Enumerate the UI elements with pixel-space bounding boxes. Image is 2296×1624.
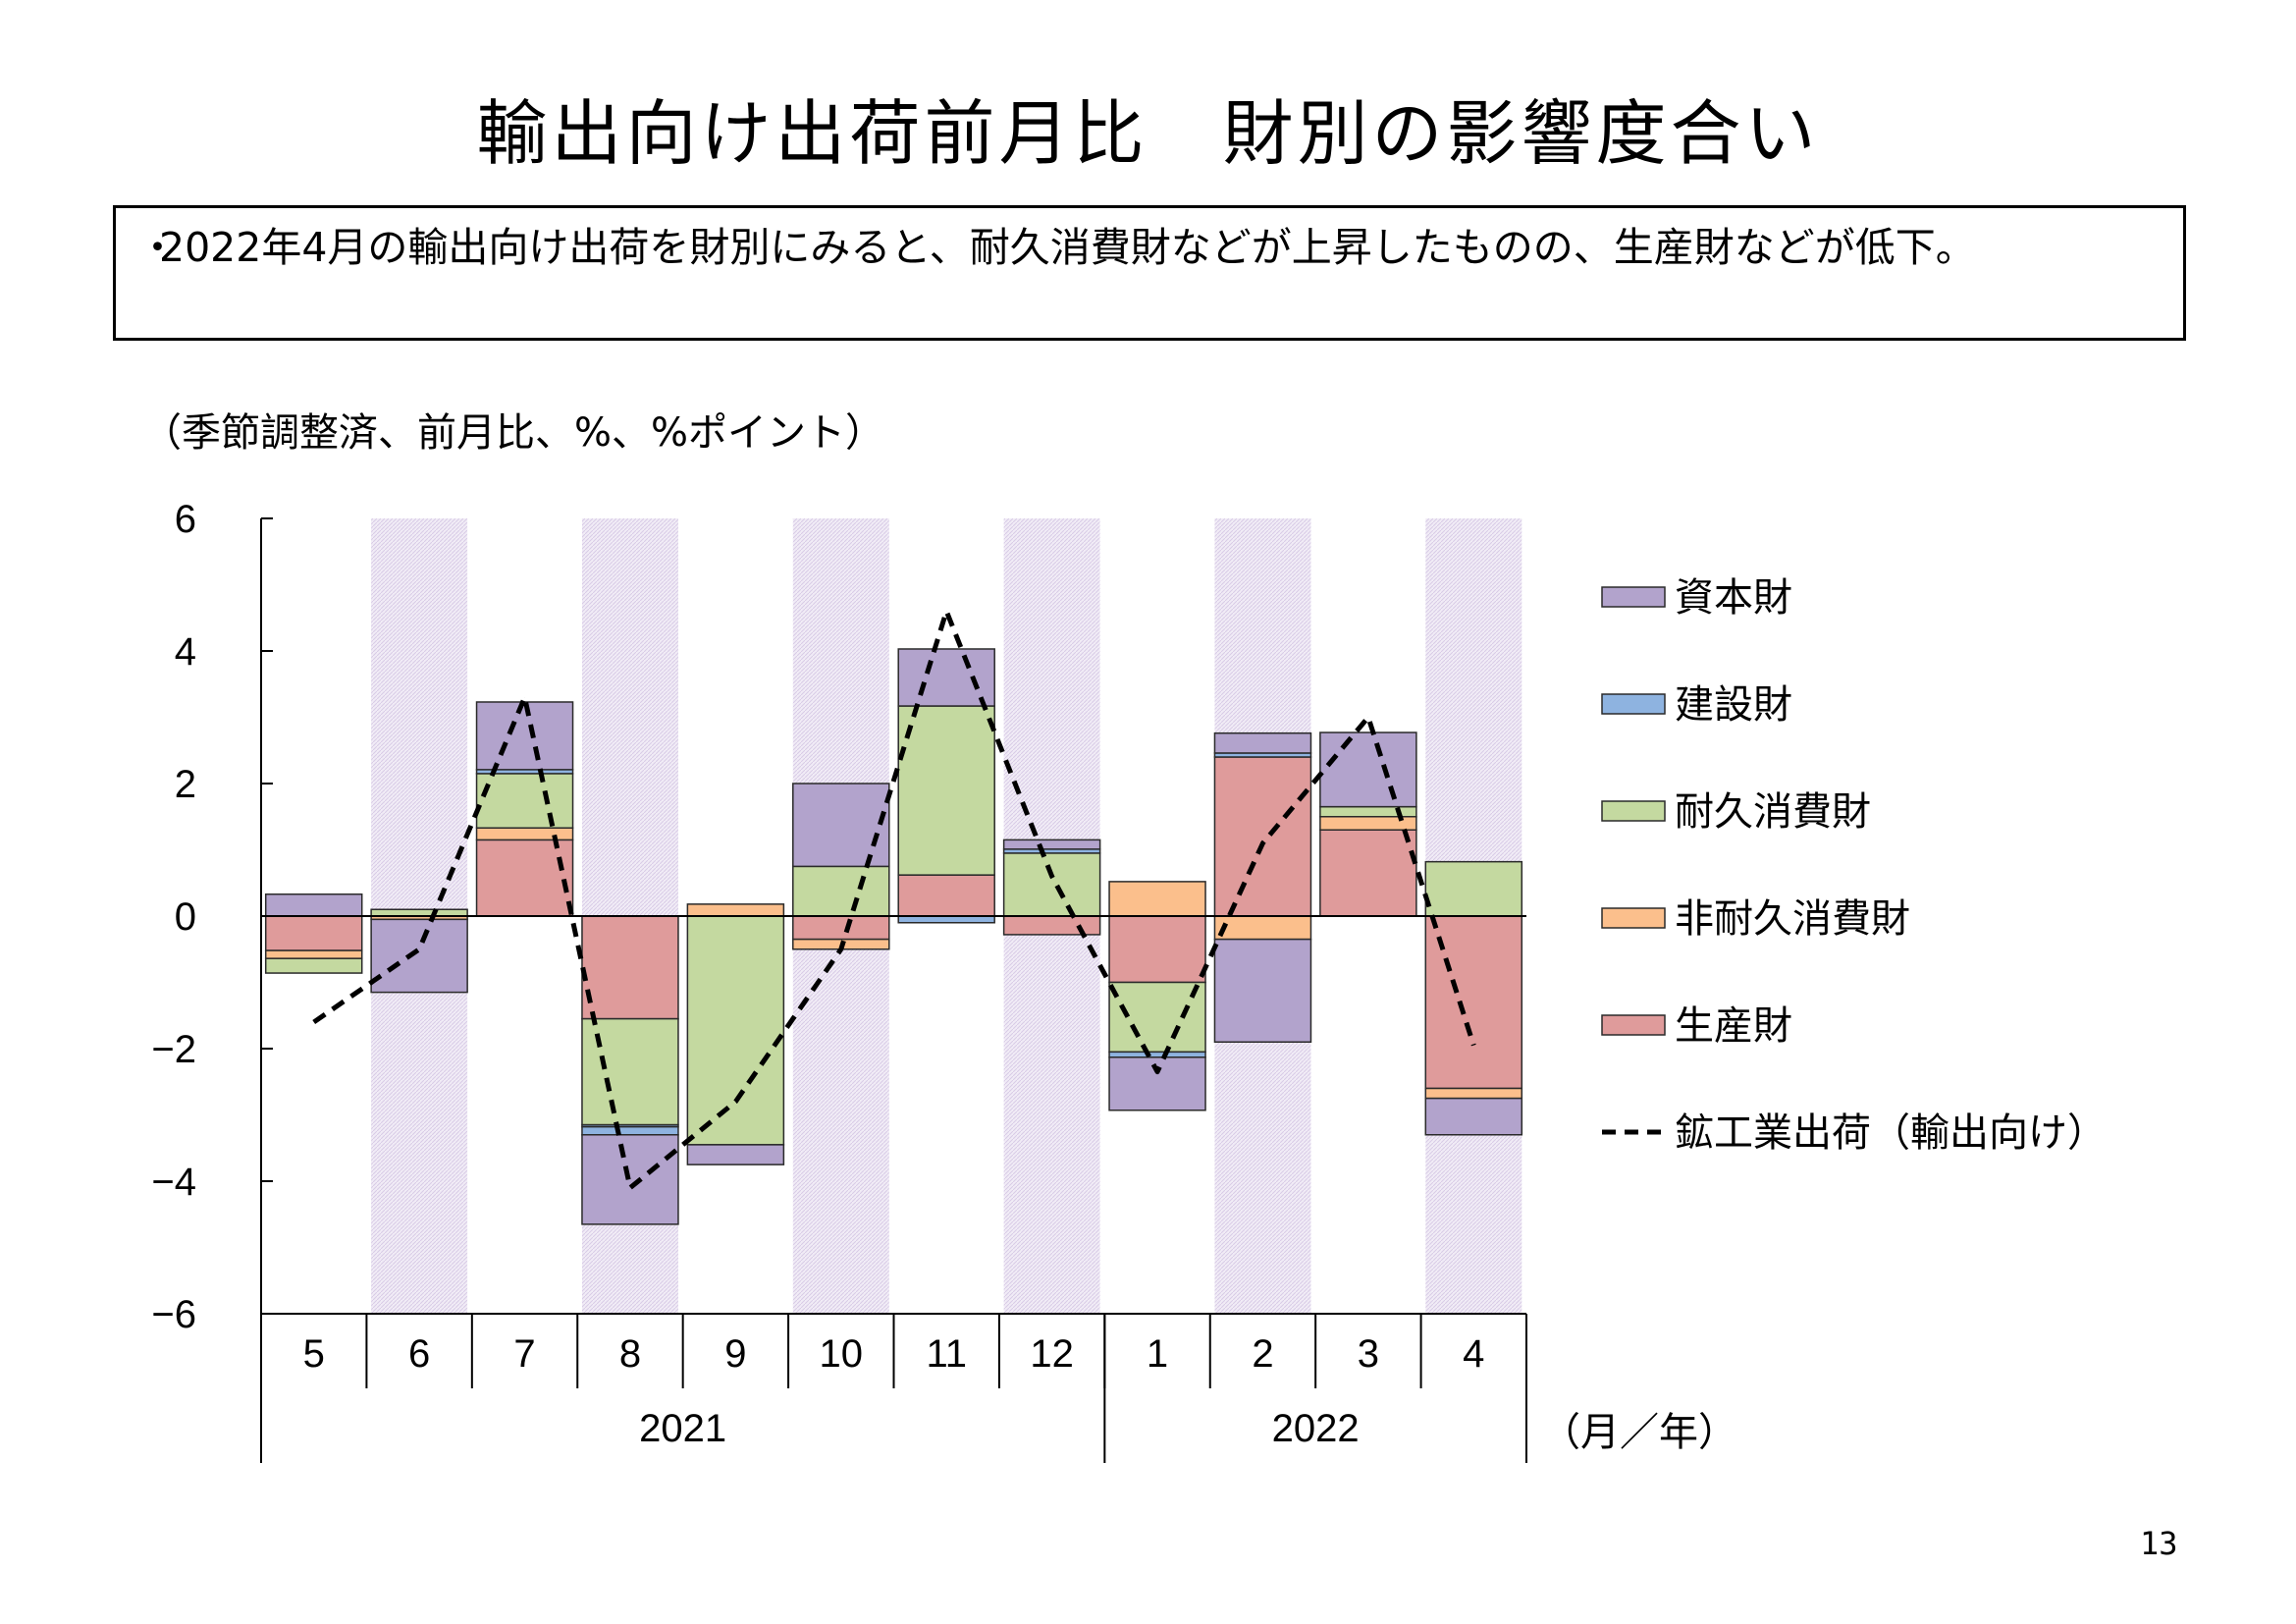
x-tick-label: 7 (513, 1332, 535, 1376)
unit-label: （季節調整済、前月比、%、%ポイント） (142, 410, 885, 456)
bar-segment (686, 903, 785, 917)
legend-label: 生産財 (1675, 1003, 1792, 1049)
bar-segment (475, 701, 574, 771)
bar-segment (264, 949, 363, 959)
x-tick-label: 6 (408, 1332, 430, 1376)
x-tick-label: 3 (1358, 1332, 1379, 1376)
line-layer (312, 609, 1476, 1191)
bar-segment (1213, 756, 1312, 917)
legend-swatch (1601, 1014, 1666, 1036)
y-tick-label: 4 (175, 630, 196, 674)
x-tick-label: 11 (926, 1332, 967, 1376)
year-label: 2021 (639, 1407, 726, 1450)
legend-swatch (1601, 800, 1666, 822)
page-title: 輸出向け出荷前月比 財別の影響度合い (476, 92, 1820, 175)
x-tick-label: 2 (1252, 1332, 1273, 1376)
bar-segment (264, 957, 363, 974)
bar-segment (475, 839, 574, 917)
x-tick-label: 12 (1030, 1332, 1074, 1376)
bar-segment (1108, 981, 1206, 1054)
bar-segment (264, 915, 363, 951)
bar-segment (686, 915, 785, 1146)
summary-bullet: ・ (137, 224, 178, 271)
legend-label: 耐久消費財 (1675, 789, 1871, 835)
bar-segment (370, 908, 468, 917)
legend-label: 鉱工業出荷（輸出向け） (1675, 1110, 2107, 1156)
bar-segment (897, 648, 995, 707)
x-tick-label: 9 (724, 1332, 746, 1376)
bar-segment (264, 893, 363, 917)
y-tick-label: −4 (151, 1161, 196, 1204)
x-tick-label: 5 (303, 1332, 325, 1376)
bar-segment (686, 1144, 785, 1165)
summary-text: 2022年4月の輸出向け出荷を財別にみると、耐久消費財などが上昇したものの、生産… (159, 224, 1976, 271)
line-series (312, 609, 1476, 1191)
bar-segment (475, 773, 574, 829)
bar-segment (1213, 938, 1312, 1043)
bar-segment (370, 918, 468, 994)
x-tick-label: 1 (1147, 1332, 1168, 1376)
bar-segment (1108, 915, 1206, 984)
bar-segment (1424, 1087, 1523, 1100)
bar-segment (1213, 731, 1312, 754)
legend-swatch (1601, 907, 1666, 929)
bar-segment (1319, 731, 1417, 808)
y-tick-label: 0 (175, 895, 196, 939)
bar-segment (1002, 852, 1101, 917)
legend-label: 非耐久消費財 (1675, 896, 1910, 942)
bar-segment (1108, 1056, 1206, 1111)
bar-segment (1424, 1097, 1523, 1136)
x-tick-label: 8 (619, 1332, 641, 1376)
bar-segment (1424, 860, 1523, 917)
bar-segment (475, 827, 574, 841)
year-label: 2022 (1272, 1407, 1360, 1450)
x-tick-label: 4 (1463, 1332, 1484, 1376)
x-unit-label: （月／年） (1541, 1410, 1737, 1455)
y-tick-label: −6 (151, 1293, 196, 1336)
bar-segment (792, 865, 890, 917)
x-tick-label: 10 (820, 1332, 864, 1376)
summary-box: ・ 2022年4月の輸出向け出荷を財別にみると、耐久消費財などが上昇したものの、… (113, 205, 2186, 341)
bar-segment (581, 1134, 679, 1225)
bar-segment (1002, 915, 1101, 936)
legend-swatch (1601, 693, 1666, 715)
bar-segment (1319, 829, 1417, 917)
bar-segment (897, 915, 995, 924)
bar-segment (581, 1125, 679, 1136)
page-number: 13 (2140, 1525, 2178, 1562)
bar-segment (581, 915, 679, 1020)
bar-segment (1002, 839, 1101, 850)
bar-segment (1108, 881, 1206, 917)
y-tick-label: −2 (151, 1028, 196, 1071)
bar-segment (1213, 915, 1312, 941)
legend-label: 建設財 (1675, 682, 1792, 728)
y-tick-label: 6 (175, 498, 196, 541)
bar-segment (792, 783, 890, 868)
bar-segment (897, 874, 995, 917)
legend-swatch (1601, 586, 1666, 608)
bar-segment (792, 915, 890, 941)
y-tick-label: 2 (175, 763, 196, 806)
legend-label: 資本財 (1675, 575, 1792, 621)
bar-segment (897, 705, 995, 876)
bar-segment (1108, 1051, 1206, 1058)
